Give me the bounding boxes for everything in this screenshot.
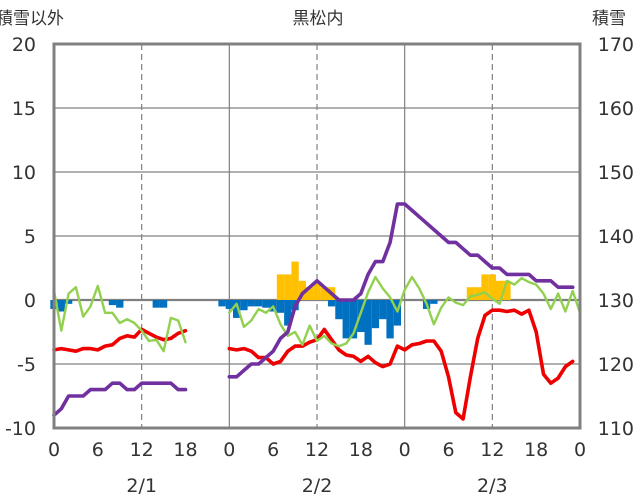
left-tick-label: 20 (12, 34, 36, 56)
grid (54, 44, 580, 428)
bar-blue (218, 300, 226, 307)
x-tick-label: 18 (524, 439, 548, 461)
left-tick-label: 10 (12, 162, 36, 184)
bar-blue (159, 300, 168, 308)
x-tick-label: 0 (574, 439, 586, 461)
x-tick-label: 6 (267, 439, 279, 461)
bar-yellow (320, 287, 328, 300)
bar-blue (108, 300, 117, 306)
bar-blue (284, 300, 292, 326)
bar-yellow (284, 274, 292, 300)
bar-blue (349, 300, 358, 339)
bar-yellow (298, 280, 307, 300)
date-label: 2/2 (302, 475, 333, 497)
bar-blue (225, 300, 233, 309)
bar-yellow (276, 274, 285, 300)
x-tick-label: 12 (130, 439, 154, 461)
left-tick-label: 15 (12, 98, 36, 120)
x-tick-label: 0 (48, 439, 60, 461)
x-tick-label: 0 (223, 439, 235, 461)
chart-title: 黒松内 (293, 9, 344, 29)
bar-yellow (488, 274, 496, 300)
bar-blue (335, 300, 343, 320)
bar-blue (379, 300, 387, 320)
series-snow_depth (52, 202, 575, 417)
bar-blue (240, 300, 248, 311)
bar-yellow (481, 274, 489, 300)
plot-frame (52, 42, 582, 430)
bar-yellow (503, 280, 511, 300)
bar-blue (430, 300, 438, 304)
x-tick-label: 6 (442, 439, 454, 461)
bar-blue (327, 300, 336, 307)
bar-blue (116, 300, 124, 308)
bar-yellow (306, 287, 314, 300)
x-tick-label: 0 (399, 439, 411, 461)
x-tick-label: 6 (92, 439, 104, 461)
date-label: 2/1 (126, 475, 157, 497)
date-label: 2/3 (477, 475, 508, 497)
bar-blue (364, 300, 372, 345)
bar-blue (57, 300, 65, 312)
right-tick-label: 150 (598, 162, 634, 184)
right-tick-label: 130 (598, 290, 634, 312)
bar-blue (254, 300, 263, 307)
bar-blue (152, 300, 160, 308)
bar-blue (342, 300, 350, 339)
bar-blue (386, 300, 394, 339)
x-tick-label: 18 (349, 439, 373, 461)
series-wind (52, 275, 582, 353)
bar-blue (64, 300, 73, 304)
right-tick-label: 160 (598, 98, 634, 120)
left-tick-label: 0 (24, 290, 36, 312)
bar-yellow (313, 283, 321, 300)
left-tick-label: -10 (5, 418, 36, 440)
bar-blue (232, 300, 241, 318)
bar-yellow (466, 287, 475, 300)
right-tick-label: 170 (598, 34, 634, 56)
left-axis-label: 積雪以外 (0, 9, 64, 29)
bar-blue (393, 300, 402, 326)
x-tick-label: 12 (480, 439, 504, 461)
bar-blue (247, 300, 255, 307)
series-lines (52, 202, 582, 421)
right-axis-label: 積雪 (592, 9, 626, 29)
bar-yellow (291, 261, 299, 300)
left-tick-label: -5 (17, 354, 36, 376)
x-tick-label: 18 (173, 439, 197, 461)
bar-blue (371, 300, 380, 329)
right-tick-label: 140 (598, 226, 634, 248)
x-tick-label: 12 (305, 439, 329, 461)
bar-yellow (474, 287, 482, 300)
bar-blue (276, 300, 285, 313)
series-temperature (52, 308, 575, 421)
bar-blue (262, 300, 270, 308)
right-tick-label: 110 (598, 418, 634, 440)
right-tick-label: 120 (598, 354, 634, 376)
left-tick-label: 5 (24, 226, 36, 248)
bar-yellow (495, 280, 504, 300)
